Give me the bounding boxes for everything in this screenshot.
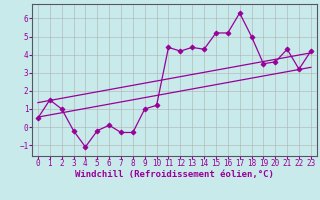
X-axis label: Windchill (Refroidissement éolien,°C): Windchill (Refroidissement éolien,°C) — [75, 170, 274, 179]
